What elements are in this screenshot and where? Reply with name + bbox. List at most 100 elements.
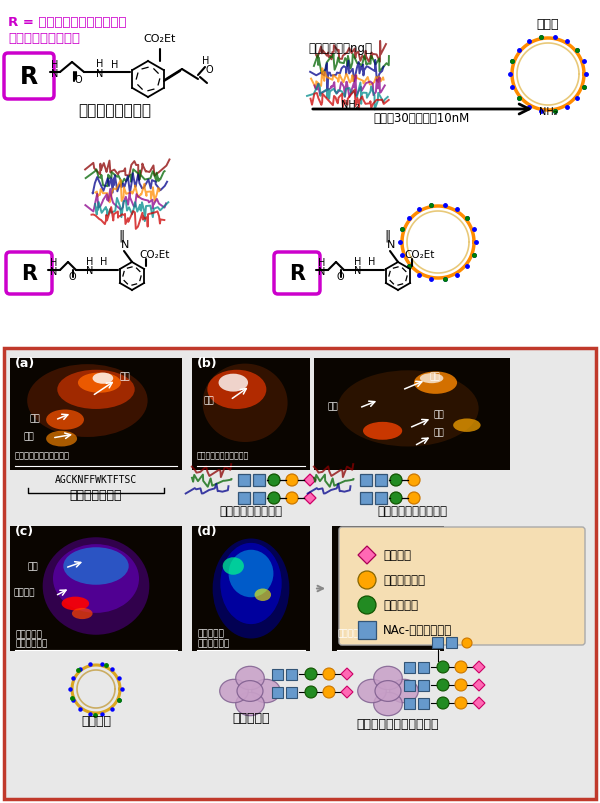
Circle shape: [305, 686, 317, 698]
Circle shape: [305, 668, 317, 680]
Bar: [375, 492, 387, 504]
Circle shape: [358, 571, 376, 589]
Ellipse shape: [229, 550, 274, 597]
Text: 常磁性核種、糖鎖: 常磁性核種、糖鎖: [8, 32, 80, 45]
Text: H: H: [112, 60, 119, 70]
Ellipse shape: [220, 543, 281, 625]
Ellipse shape: [72, 608, 92, 619]
Text: NAc-グルコサミン: NAc-グルコサミン: [383, 624, 452, 637]
FancyBboxPatch shape: [6, 253, 52, 295]
Bar: [10, 359, 182, 471]
Ellipse shape: [252, 679, 280, 703]
Text: イメージング: イメージング: [15, 638, 47, 647]
Text: H: H: [52, 60, 59, 70]
Ellipse shape: [78, 373, 121, 393]
Ellipse shape: [208, 370, 266, 410]
Text: 肝膵: 肝膵: [429, 372, 440, 381]
Circle shape: [462, 638, 472, 648]
Polygon shape: [341, 668, 353, 680]
Bar: [272, 669, 283, 680]
Text: CO₂Et: CO₂Et: [405, 250, 435, 259]
Text: H: H: [86, 257, 94, 267]
Text: N: N: [86, 266, 94, 275]
Bar: [446, 638, 457, 648]
Ellipse shape: [223, 557, 244, 575]
Ellipse shape: [43, 537, 149, 635]
Text: N: N: [387, 240, 395, 250]
Text: リンパ球: リンパ球: [81, 714, 111, 727]
Bar: [253, 492, 265, 504]
Ellipse shape: [367, 577, 409, 605]
Circle shape: [408, 492, 420, 504]
Polygon shape: [304, 492, 316, 504]
Text: R = 蛍光基、陽電子放出核種: R = 蛍光基、陽電子放出核種: [8, 16, 127, 29]
Ellipse shape: [92, 373, 113, 385]
Ellipse shape: [366, 550, 406, 577]
Text: CO₂Et: CO₂Et: [140, 250, 170, 259]
Text: R: R: [289, 263, 305, 283]
Bar: [418, 698, 429, 709]
Text: O: O: [74, 75, 82, 85]
Circle shape: [455, 679, 467, 691]
Text: 腎臓: 腎臓: [24, 431, 35, 441]
Bar: [238, 475, 250, 487]
Polygon shape: [304, 475, 316, 487]
Bar: [404, 680, 415, 691]
Text: マウスでの: マウスでの: [197, 628, 224, 638]
Text: 胃がん細胞: 胃がん細胞: [232, 711, 270, 724]
Text: ‖: ‖: [384, 230, 390, 243]
FancyBboxPatch shape: [339, 528, 585, 645]
Ellipse shape: [365, 561, 410, 591]
Bar: [286, 669, 297, 680]
Ellipse shape: [46, 431, 77, 447]
Ellipse shape: [236, 666, 265, 690]
Text: 理研クリック試薬: 理研クリック試薬: [79, 103, 151, 118]
Text: 脾臓: 脾臓: [30, 414, 41, 422]
Bar: [358, 622, 376, 639]
Text: 肝膵: 肝膵: [204, 396, 215, 405]
Ellipse shape: [62, 597, 89, 610]
Text: ウサギでのイメージング: ウサギでのイメージング: [197, 450, 249, 459]
Polygon shape: [473, 661, 485, 673]
Ellipse shape: [46, 410, 84, 430]
Circle shape: [390, 492, 402, 504]
Text: 腎臓: 腎臓: [434, 427, 445, 437]
Bar: [418, 662, 429, 673]
Text: O: O: [68, 271, 76, 282]
Circle shape: [455, 661, 467, 673]
Bar: [192, 359, 310, 471]
Circle shape: [323, 686, 335, 698]
Bar: [272, 687, 283, 698]
Ellipse shape: [365, 605, 410, 627]
Text: N: N: [319, 267, 326, 277]
Ellipse shape: [236, 692, 265, 715]
Circle shape: [323, 668, 335, 680]
Ellipse shape: [27, 365, 148, 438]
Bar: [192, 526, 310, 651]
Polygon shape: [341, 686, 353, 698]
FancyBboxPatch shape: [274, 253, 320, 295]
Ellipse shape: [53, 544, 139, 613]
Ellipse shape: [375, 681, 401, 702]
Text: R: R: [21, 263, 37, 283]
Text: ガラクトース: ガラクトース: [383, 574, 425, 587]
Ellipse shape: [390, 679, 418, 703]
Text: CO₂Et: CO₂Et: [144, 34, 176, 44]
Ellipse shape: [58, 370, 134, 410]
Bar: [360, 475, 372, 487]
Circle shape: [455, 697, 467, 709]
Text: イメージング: イメージング: [197, 638, 229, 647]
Ellipse shape: [374, 692, 403, 715]
Text: ‖: ‖: [118, 230, 124, 243]
Text: ソマトスタチン: ソマトスタチン: [70, 488, 122, 501]
Ellipse shape: [453, 419, 481, 432]
Bar: [418, 680, 429, 691]
Text: H: H: [355, 257, 362, 267]
Text: AGCKNFFWKTFTSC: AGCKNFFWKTFTSC: [55, 475, 137, 484]
Ellipse shape: [363, 422, 402, 440]
Text: (c): (c): [15, 524, 34, 537]
Polygon shape: [358, 546, 376, 565]
Text: ウサギでのイメージング: ウサギでのイメージング: [15, 450, 70, 459]
Text: H: H: [368, 257, 376, 267]
Ellipse shape: [420, 373, 443, 384]
